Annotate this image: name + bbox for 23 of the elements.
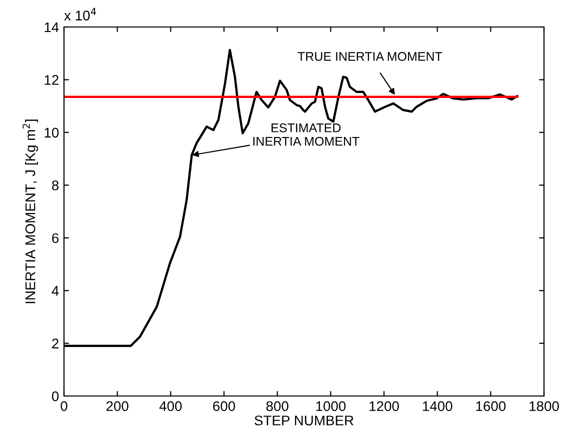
y-tick-label: 12 — [44, 75, 58, 85]
annotation: ESTIMATED INERTIA MOMENT — [253, 123, 360, 146]
y-tick-label: 14 — [44, 22, 59, 32]
x-tick-label: 1600 — [476, 401, 506, 412]
x-tick-label: 1000 — [316, 401, 346, 412]
y-tick-label: 10 — [44, 128, 59, 138]
text: x 10$^{4}$ — [64, 8, 96, 20]
y-tick-label: 2 — [52, 338, 58, 348]
y-tick-label: 8 — [52, 180, 59, 190]
x-tick-label: 0 — [60, 401, 68, 412]
y-tick-label: 4 — [52, 286, 59, 296]
y-tick-label: 6 — [52, 233, 59, 244]
x-tick-label: 1400 — [422, 401, 452, 412]
y-axis-title: INERTIA MOMENT, J [Kg m$^{2}$] — [22, 120, 38, 304]
x-tick-label: 1800 — [530, 401, 559, 412]
annotation: TRUE INERTIA MOMENT — [298, 52, 442, 61]
x-axis-title: STEP NUMBER — [254, 416, 354, 426]
x-tick-label: 400 — [159, 401, 182, 412]
x-tick-label: 800 — [266, 401, 288, 412]
x-tick-label: 600 — [213, 401, 236, 412]
y-tick-label: 0 — [52, 391, 59, 402]
x-tick-label: 200 — [106, 401, 128, 412]
x-tick-label: 1200 — [370, 401, 399, 412]
